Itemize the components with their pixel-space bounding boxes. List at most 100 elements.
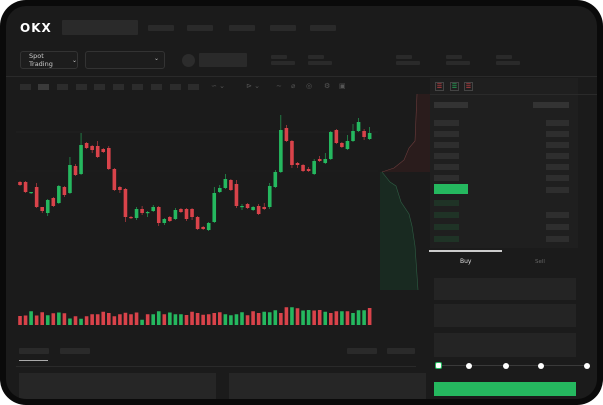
order-book-divider bbox=[430, 94, 597, 95]
slider-stop-50[interactable] bbox=[503, 363, 509, 369]
candle-type-icon[interactable]: ∽ ⌄ bbox=[211, 82, 225, 90]
market-type-select[interactable]: Spot Trading ⌄ bbox=[20, 51, 78, 69]
volume-bar bbox=[367, 308, 372, 325]
nav-item[interactable] bbox=[187, 25, 213, 31]
candlestick-chart[interactable] bbox=[6, 6, 597, 399]
candle bbox=[262, 203, 266, 210]
volume-bar bbox=[256, 313, 261, 325]
candle bbox=[251, 206, 255, 211]
filter-button[interactable] bbox=[387, 348, 415, 354]
candle bbox=[107, 146, 111, 170]
indicator-icon[interactable]: ⊳ ⌄ bbox=[246, 82, 260, 90]
ask-amount bbox=[546, 131, 569, 137]
timeframe-button[interactable] bbox=[20, 84, 31, 90]
volume-bar bbox=[184, 315, 189, 325]
candle bbox=[279, 115, 283, 173]
volume-bar bbox=[306, 310, 311, 325]
slider-stop-25[interactable] bbox=[466, 363, 472, 369]
volume-bar bbox=[45, 315, 50, 325]
nav-item[interactable] bbox=[148, 25, 174, 31]
candle-body bbox=[195, 217, 200, 229]
timeframe-button[interactable] bbox=[113, 84, 124, 90]
candle-body bbox=[145, 212, 150, 214]
order-book-header bbox=[533, 102, 569, 108]
timeframe-button[interactable] bbox=[170, 84, 181, 90]
candle bbox=[129, 216, 133, 219]
price-input[interactable] bbox=[434, 278, 576, 300]
candle bbox=[112, 168, 117, 191]
candle-body bbox=[223, 179, 228, 188]
okx-logo[interactable]: OKX bbox=[20, 21, 52, 35]
tab-sell[interactable]: Sell bbox=[535, 259, 545, 265]
candle bbox=[95, 141, 100, 158]
both-sides-icon[interactable]: ☰ bbox=[435, 82, 444, 91]
candle-body bbox=[112, 169, 117, 190]
candle-body bbox=[301, 165, 305, 171]
buy-button[interactable] bbox=[434, 382, 576, 396]
line-tool-icon[interactable]: ∼ bbox=[276, 82, 282, 90]
timeframe-button[interactable] bbox=[57, 84, 68, 90]
asks-only-icon[interactable]: ☰ bbox=[464, 82, 473, 91]
pair-price bbox=[199, 53, 247, 67]
candle bbox=[367, 127, 372, 140]
volume-bar bbox=[290, 307, 294, 325]
search-bar[interactable] bbox=[62, 20, 138, 35]
volume-bar bbox=[329, 313, 333, 325]
nav-item[interactable] bbox=[270, 25, 296, 31]
nav-item[interactable] bbox=[310, 25, 336, 31]
order-book-header bbox=[434, 102, 468, 108]
candle-body bbox=[206, 223, 211, 230]
timeframe-button[interactable] bbox=[151, 84, 162, 90]
volume-bar bbox=[112, 316, 117, 325]
volume-bar bbox=[140, 319, 144, 325]
candle bbox=[323, 153, 328, 164]
candle bbox=[362, 129, 366, 140]
tab-order-history[interactable] bbox=[60, 348, 90, 354]
candle bbox=[73, 164, 78, 176]
candle-body bbox=[279, 130, 283, 172]
amount-slider-handle[interactable] bbox=[435, 362, 442, 369]
candle-body bbox=[351, 131, 355, 141]
stat-value bbox=[496, 61, 520, 65]
volume-bar bbox=[118, 314, 122, 325]
candle bbox=[201, 226, 205, 230]
candle bbox=[118, 186, 122, 193]
total-input[interactable] bbox=[434, 333, 576, 357]
volume-bar bbox=[351, 313, 355, 325]
timeframe-button[interactable] bbox=[94, 84, 105, 90]
amount-slider-track[interactable] bbox=[438, 365, 588, 366]
depth-bids-line bbox=[381, 171, 419, 291]
timeframe-button[interactable] bbox=[38, 84, 49, 90]
volume-bar bbox=[190, 311, 194, 325]
volume-bar bbox=[301, 310, 305, 325]
volume-bar bbox=[317, 310, 322, 325]
volume-bar bbox=[356, 310, 361, 325]
nav-item[interactable] bbox=[229, 25, 255, 31]
orders-panel bbox=[229, 373, 426, 399]
volume-bar bbox=[134, 312, 139, 325]
candle-body bbox=[329, 132, 333, 159]
tab-open-orders[interactable] bbox=[19, 348, 49, 354]
tab-buy[interactable]: Buy bbox=[460, 258, 472, 265]
bids-only-icon[interactable]: ☰ bbox=[450, 82, 459, 91]
volume-bar bbox=[90, 314, 94, 325]
pair-select[interactable]: ⌄ bbox=[85, 51, 165, 69]
camera-icon[interactable]: ◎ bbox=[306, 82, 313, 90]
candle bbox=[195, 216, 200, 230]
amount-input[interactable] bbox=[434, 304, 576, 327]
volume-bar bbox=[323, 311, 328, 325]
volume-bar bbox=[279, 313, 283, 325]
slider-stop-75[interactable] bbox=[538, 363, 544, 369]
settings-icon[interactable]: ⚙ bbox=[324, 82, 331, 90]
timeframe-button[interactable] bbox=[188, 84, 199, 90]
draw-tool-icon[interactable]: ⌀ bbox=[291, 82, 296, 90]
depth-asks-area bbox=[382, 94, 430, 172]
depth-bids-area bbox=[380, 172, 418, 290]
timeframe-button[interactable] bbox=[76, 84, 87, 90]
stat-label bbox=[446, 55, 462, 59]
candle-body bbox=[118, 187, 122, 190]
slider-stop-100[interactable] bbox=[584, 363, 590, 369]
filter-button[interactable] bbox=[347, 348, 377, 354]
timeframe-button[interactable] bbox=[132, 84, 143, 90]
fullscreen-icon[interactable]: ▣ bbox=[339, 82, 346, 90]
